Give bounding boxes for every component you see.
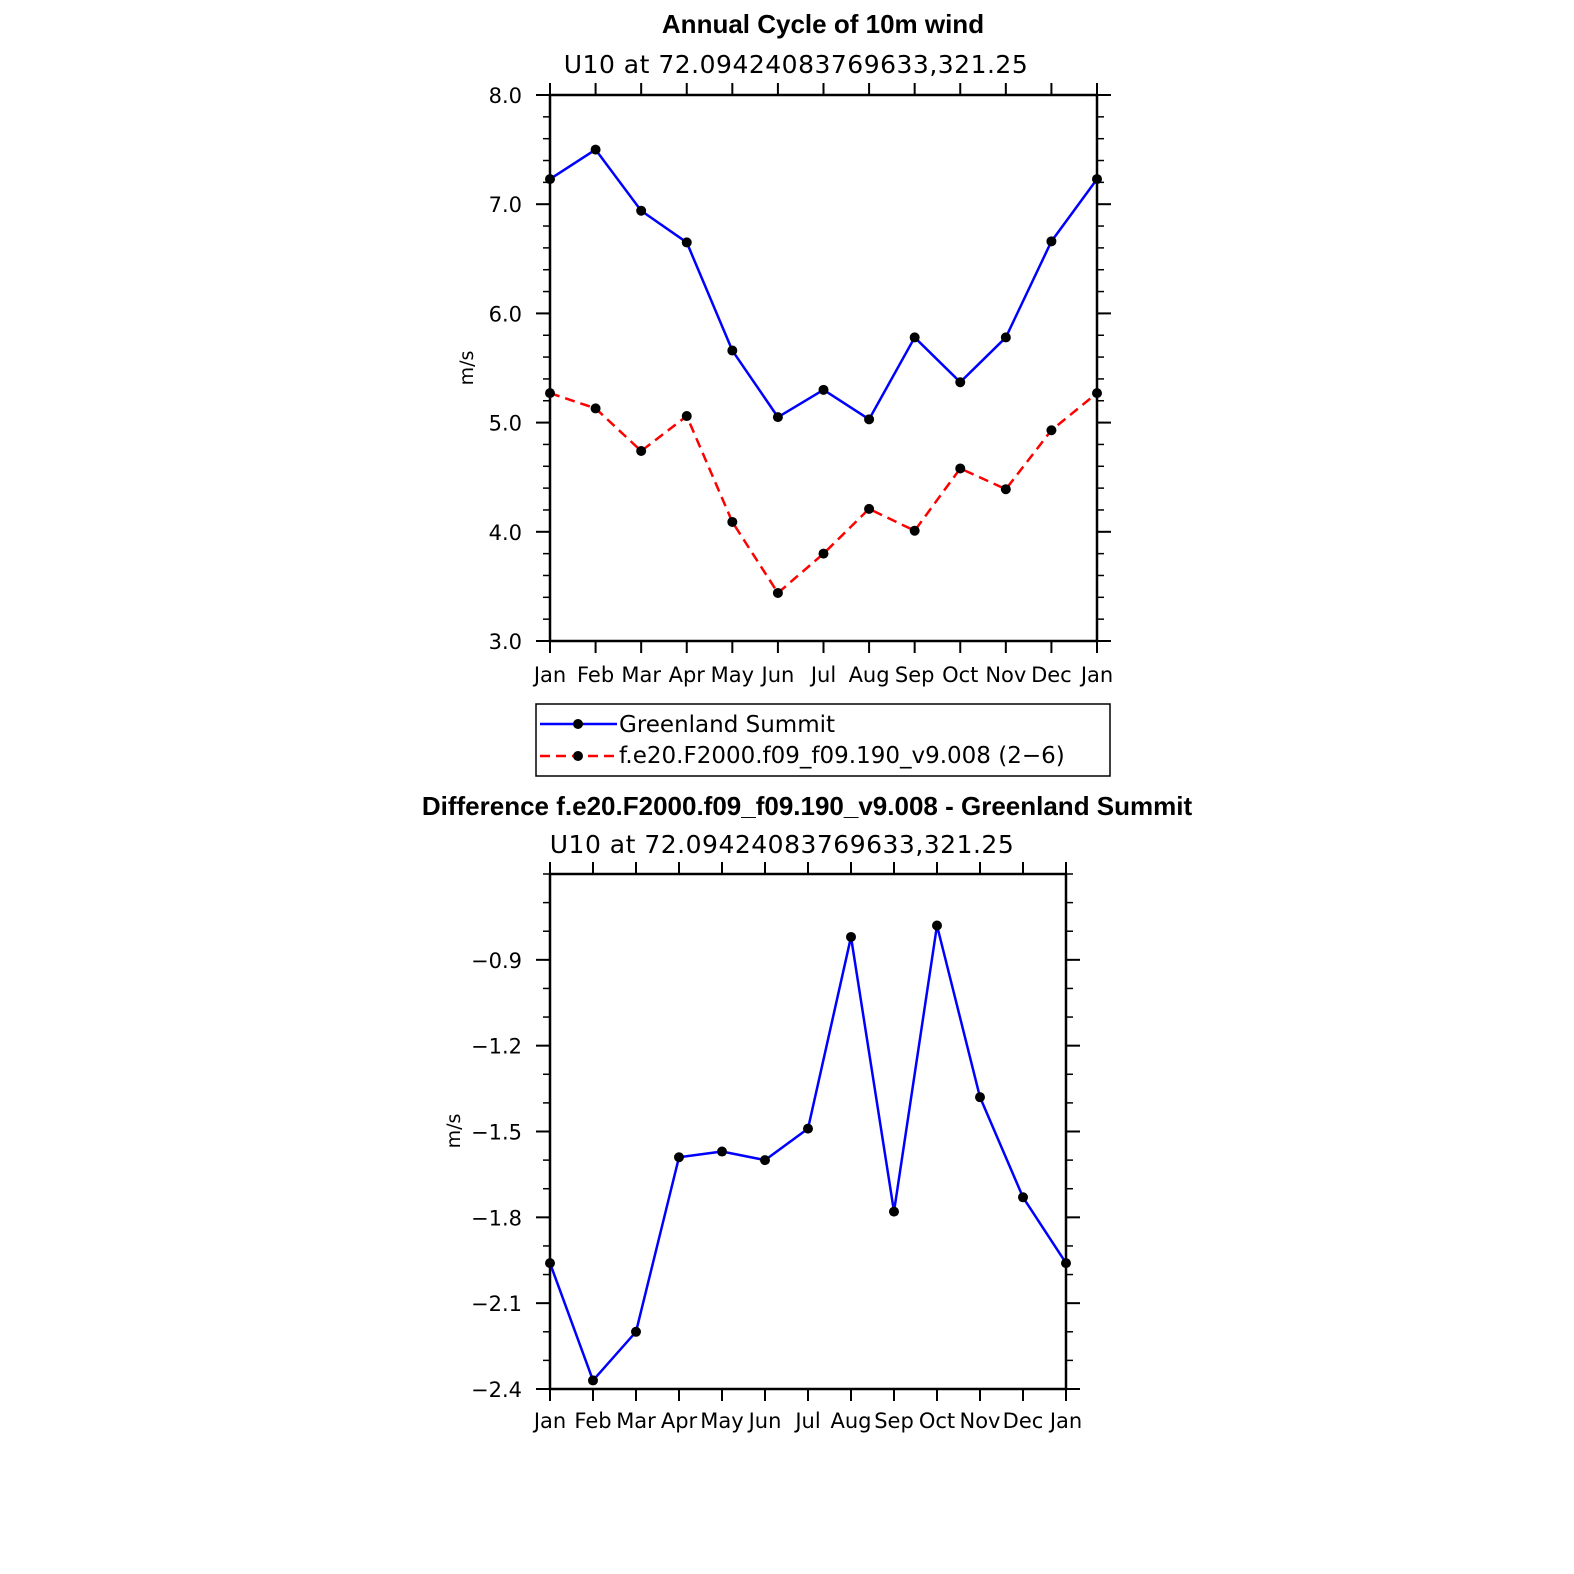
chart1-ylabel: m/s <box>456 351 478 386</box>
chart1-series-0-point <box>1000 332 1011 343</box>
chart1-series-1-point <box>1046 425 1057 436</box>
chart2-xtick-label: Apr <box>661 1409 698 1433</box>
chart2-subtitle: U10 at 72.09424083769633,321.25 <box>550 830 1015 859</box>
chart1-series-1-point <box>909 525 920 536</box>
legend-label-model-run: f.e20.F2000.f09_f09.190_v9.008 (2−6) <box>619 743 1065 769</box>
chart1-xtick-label: Aug <box>849 663 890 687</box>
chart2-ytick-label: −1.2 <box>471 1035 522 1059</box>
chart2-title: Difference f.e20.F2000.f09_f09.190_v9.00… <box>422 791 1193 821</box>
chart2-series-line-0 <box>548 924 1068 1382</box>
chart2-ytick-label: −2.4 <box>471 1378 522 1402</box>
chart1-subtitle: U10 at 72.09424083769633,321.25 <box>564 50 1029 79</box>
chart1-series-0-point <box>772 412 783 423</box>
chart2-series-0-point <box>545 1258 555 1269</box>
chart2-ytick-label: −0.9 <box>471 949 522 973</box>
chart1-series-1-point <box>681 411 692 422</box>
chart1-ytick-label: 8.0 <box>489 84 522 108</box>
chart1-xtick-label: Oct <box>942 663 978 687</box>
legend-marker-1 <box>573 751 583 761</box>
chart2-ytick-label: −1.8 <box>471 1206 522 1230</box>
chart1-series-0-point <box>1092 174 1102 185</box>
chart1-xtick-label: Dec <box>1031 663 1072 687</box>
chart1-series-1-point <box>1000 484 1011 495</box>
chart2-series-0-point <box>803 1123 813 1134</box>
chart2-series-0-point <box>674 1152 684 1163</box>
chart1-series-0-point <box>818 384 829 395</box>
chart1-ytick-label: 4.0 <box>489 521 522 545</box>
chart1-series-1-point <box>864 503 875 514</box>
chart1-xtick-label: Apr <box>669 663 706 687</box>
chart1-series-0-point <box>545 174 555 185</box>
chart1-series-line-0 <box>549 148 1099 421</box>
chart2-ylabel: m/s <box>443 1114 465 1149</box>
chart1-ytick-label: 7.0 <box>489 193 522 217</box>
chart1-series-1-point <box>590 403 601 414</box>
legend-label-greenland-summit: Greenland Summit <box>619 712 835 738</box>
chart1-series-0-point <box>909 332 920 343</box>
chart1-series-0-point <box>590 144 601 155</box>
chart1-xtick-label: Jan <box>1079 663 1113 687</box>
chart2-series-0-point <box>717 1146 727 1157</box>
chart2-series-0-point <box>631 1326 641 1337</box>
chart2-series-0-point <box>1018 1192 1028 1203</box>
chart2-series-0-point <box>932 920 942 931</box>
chart2-series-0-point <box>760 1155 770 1166</box>
chart2-xtick-label: May <box>700 1409 743 1433</box>
chart1-series-0-point <box>955 377 966 388</box>
chart1-xtick-label: Nov <box>985 663 1026 687</box>
chart1-series-0-point <box>636 205 647 216</box>
chart2-series-0-point <box>975 1092 985 1103</box>
chart2-xtick-label: Jun <box>747 1409 782 1433</box>
chart2-xtick-label: Jan <box>532 1409 566 1433</box>
chart1-plot-frame <box>548 93 1099 643</box>
chart1-title: Annual Cycle of 10m wind <box>662 9 984 39</box>
chart2-xtick-label: Oct <box>919 1409 955 1433</box>
chart1-xtick-label: May <box>711 663 754 687</box>
chart2-xtick-label: Sep <box>874 1409 914 1433</box>
chart1-series-1-point <box>727 516 738 527</box>
chart1-series-1-point <box>545 388 555 399</box>
chart2-ytick-label: −2.1 <box>471 1292 522 1316</box>
chart1-series-1-point <box>772 587 783 598</box>
chart1-xtick-label: Mar <box>621 663 661 687</box>
chart1-series-0-point <box>727 345 738 356</box>
chart1-series-0-point <box>864 414 875 425</box>
chart1-ytick-label: 5.0 <box>489 412 522 436</box>
chart2-xtick-label: Jul <box>793 1409 820 1433</box>
chart1-xtick-label: Feb <box>577 663 614 687</box>
chart1-series-0-point <box>681 237 692 248</box>
legend-marker-0 <box>573 719 583 729</box>
chart2-xtick-label: Feb <box>574 1409 611 1433</box>
chart1-series-0-point <box>1046 236 1057 247</box>
chart2-xtick-label: Aug <box>830 1409 871 1433</box>
chart2-series-0-point <box>889 1206 899 1217</box>
chart1-series-1-point <box>636 445 647 456</box>
chart1-legend: Greenland Summit f.e20.F2000.f09_f09.190… <box>535 703 1111 777</box>
chart2-series-0-point <box>1061 1258 1071 1269</box>
chart1-xtick-label: Sep <box>895 663 935 687</box>
chart2-series-0-point <box>588 1375 598 1386</box>
chart2-xtick-label: Mar <box>616 1409 656 1433</box>
chart2-xtick-label: Dec <box>1003 1409 1044 1433</box>
chart2-xtick-label: Nov <box>960 1409 1001 1433</box>
chart1-series-1-point <box>955 463 966 474</box>
chart2-ytick-label: −1.5 <box>471 1121 522 1145</box>
chart1-xtick-label: Jun <box>760 663 795 687</box>
legend-box <box>535 703 1111 777</box>
chart1-xtick-label: Jul <box>809 663 836 687</box>
chart1-xtick-label: Jan <box>532 663 566 687</box>
chart1-series-1-point <box>818 548 829 559</box>
chart2-xtick-label: Jan <box>1048 1409 1082 1433</box>
chart1-ytick-label: 6.0 <box>489 302 522 326</box>
chart2-series-0-point <box>846 931 856 942</box>
chart1-ytick-label: 3.0 <box>489 630 522 654</box>
chart2: Jan Feb Mar Apr May Jun Jul Aug Sep Oct Nov Dec Jan−… <box>471 862 1082 1433</box>
chart1: Jan Feb Mar Apr May Jun Jul Aug Sep Oct Nov Dec Jan 3… <box>489 83 1113 687</box>
chart1-series-1-point <box>1092 388 1102 399</box>
chart1-series-line-1 <box>549 391 1098 595</box>
